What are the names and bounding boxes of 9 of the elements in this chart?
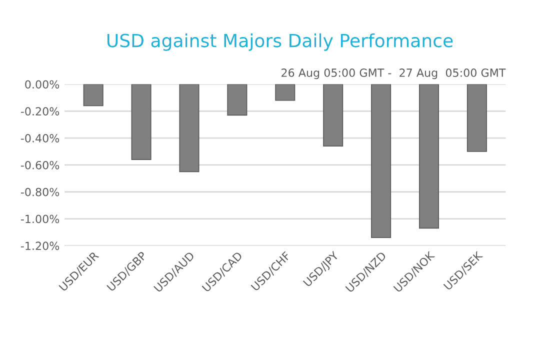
y-tick-label: -1.00% bbox=[20, 214, 60, 224]
y-tick-label: -0.40% bbox=[20, 134, 60, 142]
chart-title: USD against Majors Daily Performance bbox=[107, 33, 453, 51]
y-tick-label: -0.20% bbox=[20, 107, 60, 116]
y-tick-label: -0.80% bbox=[20, 188, 60, 196]
chart-subtitle: 26 Aug 05:00 GMT - 27 Aug 05:00 GMT bbox=[282, 68, 506, 80]
y-tick-label: -0.60% bbox=[20, 160, 60, 170]
y-tick-label: 0.00% bbox=[25, 80, 60, 89]
y-tick-label: -1.20% bbox=[20, 242, 60, 250]
